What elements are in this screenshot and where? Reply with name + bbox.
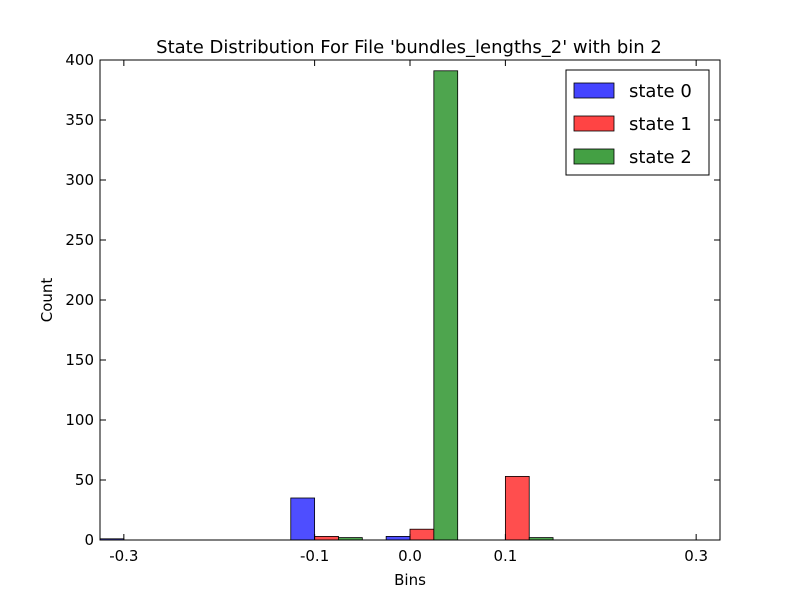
y-axis-label: Count [38, 278, 56, 323]
legend-swatch [573, 82, 615, 99]
legend: state 0 state 1 state 2 [565, 69, 710, 176]
legend-label: state 0 [629, 81, 692, 102]
bar-state0-bin3 [385, 536, 411, 541]
chart-title: State Distribution For File 'bundles_len… [156, 37, 662, 58]
bar-state0-bin2 [290, 497, 316, 541]
y-tick-label: 0 [84, 531, 94, 549]
y-tick-label: 300 [65, 171, 94, 189]
y-tick-label: 150 [65, 351, 94, 369]
legend-label: state 1 [629, 114, 692, 135]
y-tick-label: 100 [65, 411, 94, 429]
legend-swatch [573, 115, 615, 132]
bar-state1-bin2 [314, 536, 339, 541]
y-tick-label: 350 [65, 111, 94, 129]
legend-swatch [573, 148, 615, 165]
y-tick-label: 50 [75, 471, 94, 489]
x-tick-label: 0.0 [398, 547, 422, 565]
bar-state1-bin4 [504, 475, 530, 541]
legend-label: state 2 [629, 147, 692, 168]
x-tick-label: 0.1 [493, 547, 517, 565]
x-tick-label: 0.3 [684, 547, 708, 565]
x-tick-label: -0.1 [300, 547, 329, 565]
y-tick-label: 400 [65, 51, 94, 69]
bars-group [99, 70, 554, 541]
bar-state2-bin3 [433, 70, 459, 541]
x-axis: -0.3 -0.1 0.0 0.1 0.3 [109, 60, 708, 565]
x-tick-label: -0.3 [109, 547, 138, 565]
bar-state1-bin3 [409, 528, 435, 541]
x-axis-label: Bins [394, 571, 426, 589]
y-tick-label: 200 [65, 291, 94, 309]
y-tick-label: 250 [65, 231, 94, 249]
y-axis: 0 50 100 150 200 250 300 350 400 [65, 51, 720, 549]
